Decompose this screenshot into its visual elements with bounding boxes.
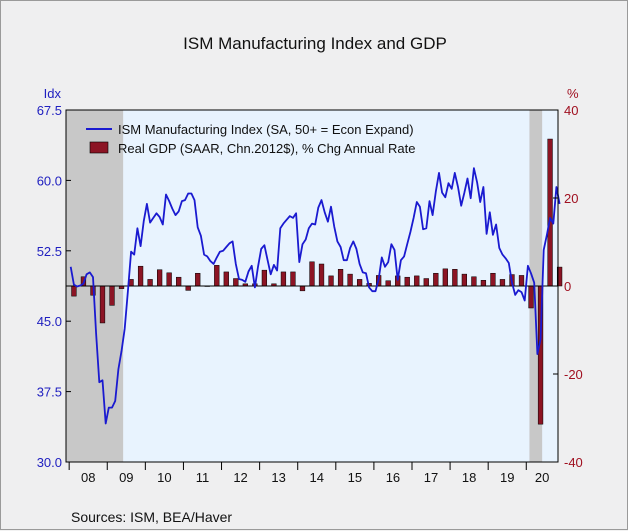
right-tick-label: 20 — [564, 191, 578, 206]
x-tick-label: 08 — [81, 470, 95, 485]
gdp-bar — [166, 272, 172, 287]
left-axis-unit: Idx — [44, 86, 62, 101]
legend-swatch-gdp — [89, 141, 109, 154]
gdp-bar — [433, 272, 439, 287]
x-tick-label: 19 — [500, 470, 514, 485]
gdp-bar — [176, 276, 182, 287]
legend-label-ism: ISM Manufacturing Index (SA, 50+ = Econ … — [118, 122, 414, 137]
left-tick-label: 52.5 — [37, 244, 62, 259]
right-axis: 40 20 0 -20 -40 — [553, 103, 583, 470]
left-tick-label: 45.0 — [37, 314, 62, 329]
gdp-bar — [223, 271, 229, 287]
gdp-bar — [423, 278, 429, 287]
gdp-bar — [337, 269, 344, 287]
gdp-bar — [280, 271, 287, 287]
x-tick-label: 14 — [310, 470, 324, 485]
gdp-bar — [499, 279, 506, 287]
legend-label-gdp: Real GDP (SAAR, Chn.2012$), % Chg Annual… — [118, 141, 415, 156]
gdp-bar — [547, 138, 553, 287]
gdp-bar — [528, 285, 534, 309]
gdp-bar — [290, 271, 296, 287]
gdp-bar — [490, 272, 496, 287]
source-note: Sources: ISM, BEA/Haver — [71, 509, 232, 525]
left-tick-label: 37.5 — [37, 385, 62, 400]
gdp-bar — [318, 263, 325, 287]
gdp-bar — [157, 269, 163, 287]
left-axis: 67.5 60.0 52.5 45.0 37.5 30.0 — [37, 103, 71, 470]
x-axis: 08 09 10 11 12 13 14 15 16 17 18 19 20 — [68, 462, 549, 485]
gdp-bar — [185, 285, 191, 291]
x-tick-label: 11 — [196, 470, 210, 485]
gdp-bar — [109, 285, 115, 306]
gdp-bar — [309, 261, 315, 287]
gdp-bar — [356, 279, 363, 287]
left-tick-label: 60.0 — [37, 173, 62, 188]
gdp-bar — [518, 275, 525, 287]
x-tick-label: 10 — [157, 470, 171, 485]
right-tick-label: 0 — [564, 279, 571, 294]
right-tick-label: -40 — [564, 455, 583, 470]
chart-title: ISM Manufacturing Index and GDP — [183, 34, 447, 53]
gdp-bar — [71, 285, 77, 297]
left-tick-label: 67.5 — [37, 103, 62, 118]
gdp-bar — [99, 285, 106, 324]
gdp-bar — [414, 275, 420, 287]
gdp-bar — [299, 285, 306, 292]
x-tick-label: 16 — [386, 470, 400, 485]
gdp-bar — [471, 276, 477, 287]
right-tick-label: -20 — [564, 367, 583, 382]
gdp-bar — [195, 272, 201, 287]
gdp-bar — [385, 280, 391, 287]
x-tick-label: 17 — [424, 470, 438, 485]
gdp-bar — [233, 278, 239, 287]
gdp-bar — [461, 273, 467, 287]
ism-line — [69, 167, 561, 425]
right-axis-unit: % — [567, 86, 579, 101]
gdp-bar — [556, 266, 563, 287]
legend: ISM Manufacturing Index (SA, 50+ = Econ … — [86, 122, 415, 156]
x-tick-label: 12 — [233, 470, 247, 485]
gdp-bar — [214, 265, 220, 287]
gdp-bar — [147, 279, 153, 287]
x-tick-label: 13 — [271, 470, 285, 485]
gdp-bar — [480, 280, 487, 287]
gdp-bar — [442, 268, 448, 287]
x-tick-label: 09 — [119, 470, 133, 485]
x-tick-label: 15 — [348, 470, 362, 485]
x-tick-label: 18 — [462, 470, 476, 485]
right-tick-label: 40 — [564, 103, 578, 118]
ism-line-group — [69, 167, 561, 425]
gdp-bar — [452, 269, 458, 287]
gdp-bar — [347, 273, 353, 287]
gdp-bar — [404, 276, 410, 287]
gdp-bar — [261, 269, 268, 287]
gdp-bar — [328, 275, 334, 287]
gdp-bar — [137, 265, 144, 287]
left-tick-label: 30.0 — [37, 455, 62, 470]
x-tick-label: 20 — [535, 470, 549, 485]
